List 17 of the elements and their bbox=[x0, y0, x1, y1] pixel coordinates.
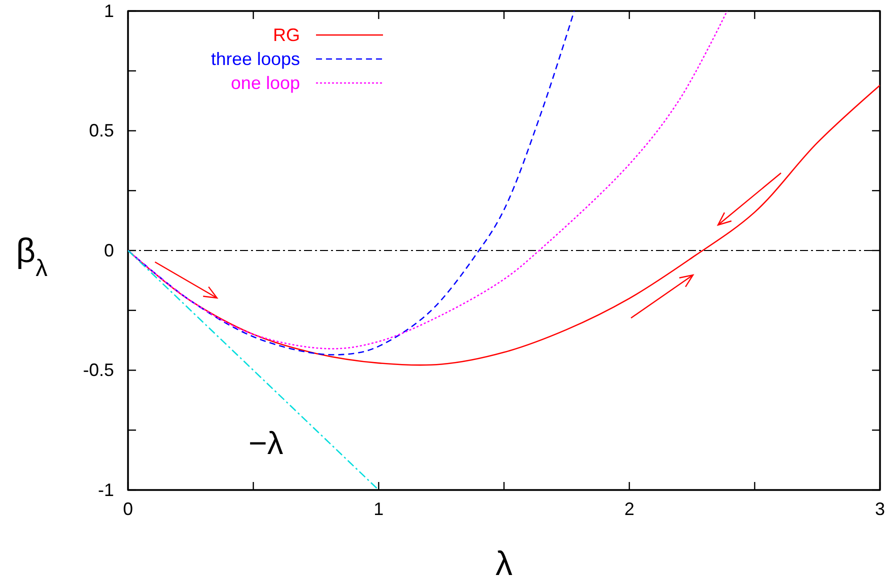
legend-label: three loops bbox=[210, 49, 300, 69]
y-tick-label: -1 bbox=[98, 480, 114, 500]
y-tick-label: -0.5 bbox=[82, 360, 114, 380]
y-tick-label: 1 bbox=[104, 0, 114, 21]
x-tick-label: 0 bbox=[122, 498, 134, 519]
x-axis-title: λ bbox=[496, 545, 512, 583]
y-axis-title: β$_{λ}$ bbox=[16, 232, 48, 282]
y-tick-label: 0 bbox=[104, 240, 114, 260]
legend-label: RG bbox=[273, 25, 300, 45]
line-series bbox=[128, 11, 728, 350]
annotation: −λ bbox=[248, 425, 284, 462]
x-tick-label: 3 bbox=[874, 498, 886, 519]
line-series bbox=[128, 11, 575, 356]
legend-label: one loop bbox=[230, 73, 300, 93]
x-tick-label: 1 bbox=[374, 498, 384, 519]
x-tick-label: 2 bbox=[624, 498, 634, 519]
y-tick-label: 0.5 bbox=[88, 120, 114, 141]
